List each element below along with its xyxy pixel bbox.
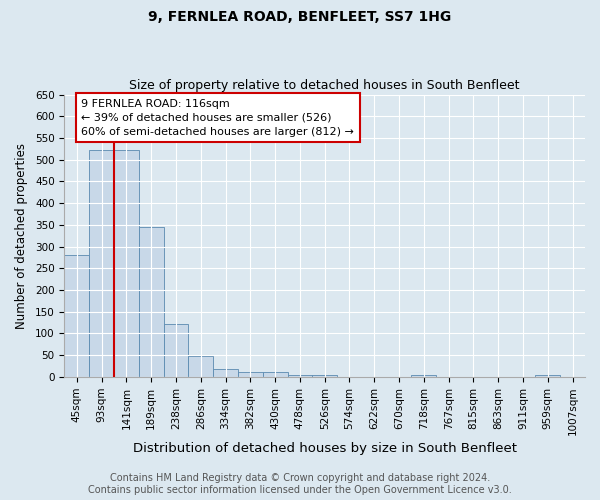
Text: 9 FERNLEA ROAD: 116sqm
← 39% of detached houses are smaller (526)
60% of semi-de: 9 FERNLEA ROAD: 116sqm ← 39% of detached… (81, 99, 354, 137)
Bar (238, 372, 263, 377)
Y-axis label: Number of detached properties: Number of detached properties (15, 142, 28, 328)
X-axis label: Distribution of detached houses by size in South Benfleet: Distribution of detached houses by size … (133, 442, 517, 455)
Text: Contains HM Land Registry data © Crown copyright and database right 2024.
Contai: Contains HM Land Registry data © Crown c… (88, 474, 512, 495)
Bar (412, 374, 436, 377)
Bar (114, 150, 139, 377)
Bar (188, 356, 213, 377)
Bar (164, 324, 188, 377)
Bar (535, 374, 560, 377)
Bar (213, 369, 238, 377)
Bar (313, 375, 337, 377)
Bar (139, 227, 164, 377)
Bar (64, 255, 89, 377)
Text: 9, FERNLEA ROAD, BENFLEET, SS7 1HG: 9, FERNLEA ROAD, BENFLEET, SS7 1HG (148, 10, 452, 24)
Bar (287, 374, 313, 377)
Bar (89, 150, 114, 377)
Title: Size of property relative to detached houses in South Benfleet: Size of property relative to detached ho… (130, 79, 520, 92)
Bar (263, 372, 287, 377)
